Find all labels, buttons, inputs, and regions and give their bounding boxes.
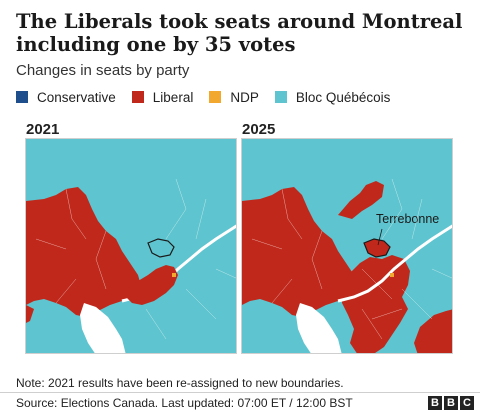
chart-title: The Liberals took seats around Montreal …	[16, 10, 463, 56]
liberal-region-southeast	[414, 309, 452, 353]
map-2021	[25, 138, 237, 354]
liberal-region-west	[242, 187, 358, 317]
legend: Conservative Liberal NDP Bloc Québécois	[16, 88, 406, 106]
map-2021-svg	[26, 139, 236, 353]
source-text: Source: Elections Canada. Last updated: …	[16, 396, 353, 410]
bbc-logo-letter: B	[444, 396, 458, 410]
water-lake	[296, 303, 342, 353]
water-lake	[80, 303, 126, 353]
terrebonne-outline	[147, 238, 175, 258]
footnote: Note: 2021 results have been re-assigned…	[16, 376, 344, 390]
legend-item-conservative: Conservative	[16, 90, 116, 105]
ndp-seat	[390, 273, 394, 277]
terrebonne-label: Terrebonne	[376, 212, 439, 226]
legend-item-liberal: Liberal	[131, 89, 194, 105]
liberal-region-west	[26, 187, 142, 317]
map-year-2025: 2025	[242, 121, 276, 138]
bbc-logo: B B C	[426, 396, 474, 410]
legend-label-ndp: NDP	[230, 89, 259, 105]
chart-subtitle: Changes in seats by party	[16, 62, 190, 79]
legend-label-liberal: Liberal	[152, 89, 194, 105]
liberal-region-montreal	[126, 265, 178, 305]
ndp-seat	[172, 273, 176, 277]
liberal-region-north	[338, 181, 384, 219]
map-2025-svg: Terrebonne	[242, 139, 452, 353]
legend-label-conservative: Conservative	[37, 89, 116, 105]
map-2025: Terrebonne	[241, 138, 453, 354]
map-year-2021: 2021	[26, 121, 60, 138]
water-river	[337, 224, 452, 303]
bbc-logo-letter: B	[428, 396, 442, 410]
legend-swatch-liberal	[131, 91, 144, 103]
legend-item-bloc: Bloc Québécois	[274, 89, 391, 105]
liberal-region-montreal	[342, 255, 410, 353]
terrebonne-outline	[363, 238, 391, 258]
riding-borders	[35, 178, 236, 340]
legend-swatch-conservative	[16, 91, 28, 103]
terrebonne-leader-line	[377, 228, 383, 246]
bbc-logo-letter: C	[460, 396, 474, 410]
legend-label-bloc: Bloc Québécois	[295, 89, 391, 105]
riding-borders	[251, 178, 452, 340]
liberal-region-southwest	[26, 305, 34, 323]
legend-swatch-bloc	[274, 91, 287, 103]
footer-divider	[0, 392, 480, 393]
legend-item-ndp: NDP	[209, 90, 259, 105]
legend-swatch-ndp	[209, 91, 222, 103]
